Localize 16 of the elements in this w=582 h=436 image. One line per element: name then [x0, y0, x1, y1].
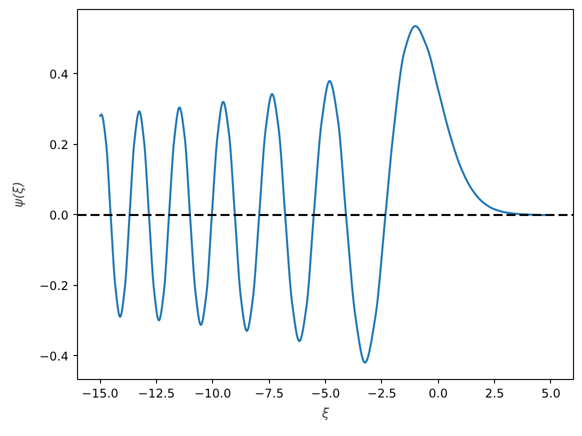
y-tick-label: −0.4	[39, 349, 68, 364]
x-tick-label: −7.5	[254, 386, 284, 400]
x-tick-label: −10.0	[194, 386, 232, 400]
x-tick-label: 5.0	[541, 386, 561, 400]
y-axis-title: ψ(ξ)	[11, 182, 26, 208]
x-tick-label: 2.5	[485, 386, 504, 400]
x-tick-label: −12.5	[138, 386, 175, 400]
y-tick-label: −0.2	[39, 278, 68, 293]
y-tick-label: 0.4	[49, 67, 69, 82]
y-tick-label: 0.0	[49, 208, 69, 222]
x-tick-label: −2.5	[367, 386, 396, 400]
y-tick-label: 0.2	[49, 138, 69, 152]
x-tick-label: −15.0	[82, 386, 118, 400]
x-tick-label: 0.0	[428, 386, 448, 400]
x-axis-title: ξ	[320, 406, 330, 422]
x-tick-label: −5.0	[310, 386, 340, 400]
